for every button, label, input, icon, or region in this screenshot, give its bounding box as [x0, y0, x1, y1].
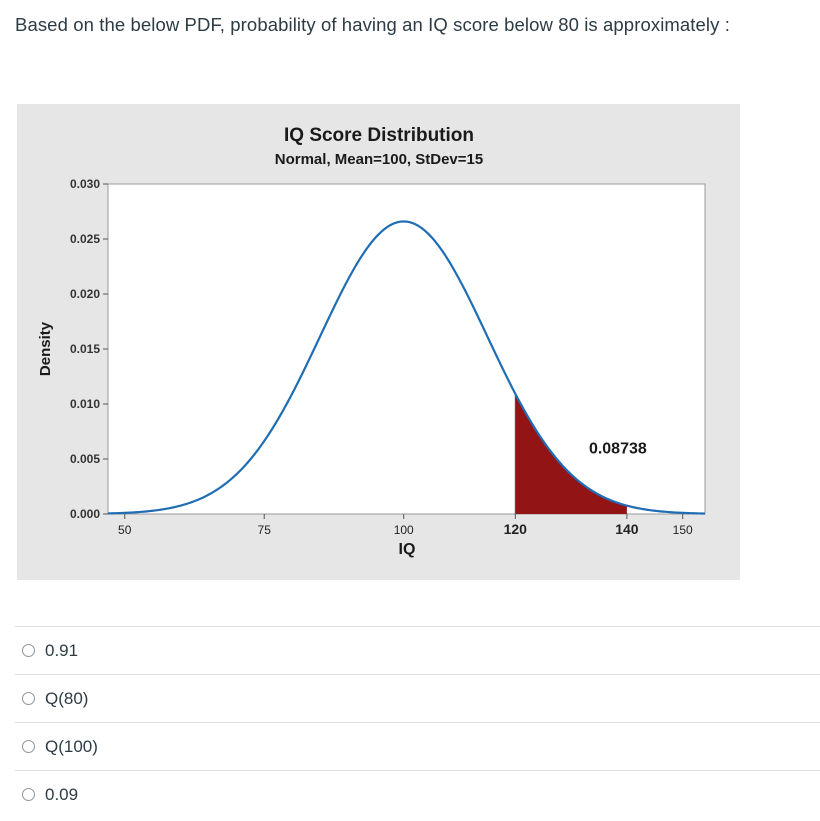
- y-tick-label: 0.030: [70, 177, 100, 191]
- plot-area: [107, 183, 706, 515]
- answer-label: Q(80): [45, 688, 89, 708]
- shaded-tail-area: [515, 393, 627, 514]
- x-tick-label: 75: [258, 523, 272, 537]
- density-curve: [107, 220, 706, 515]
- y-tick-label: 0.005: [70, 452, 100, 466]
- chart-svg: IQ Score Distribution Normal, Mean=100, …: [17, 104, 740, 580]
- x-tick-label: 150: [673, 523, 693, 537]
- chart-title: IQ Score Distribution: [284, 125, 474, 146]
- x-tick-label: 100: [394, 523, 414, 537]
- answer-option-3[interactable]: Q(100): [15, 722, 820, 770]
- answer-option-2[interactable]: Q(80): [15, 674, 820, 722]
- x-axis-label: IQ: [399, 541, 416, 558]
- chart-subtitle: Normal, Mean=100, StDev=15: [275, 151, 483, 168]
- answer-label: 0.09: [45, 784, 79, 804]
- x-tick-label: 140: [615, 521, 639, 537]
- y-axis-label: Density: [37, 321, 54, 376]
- answer-options: 0.91 Q(80) Q(100) 0.09: [15, 626, 820, 818]
- answer-label: 0.91: [45, 640, 79, 660]
- x-tick-label: 120: [504, 521, 528, 537]
- y-tick-label: 0.010: [70, 397, 100, 411]
- shaded-area-value-label: 0.08738: [589, 441, 647, 458]
- x-tick-label: 50: [118, 523, 132, 537]
- radio-button[interactable]: [22, 692, 35, 705]
- answer-option-1[interactable]: 0.91: [15, 626, 820, 674]
- x-axis-ticks: 50 75 100 120 140 150: [118, 514, 693, 537]
- y-tick-label: 0.000: [70, 507, 100, 521]
- y-tick-label: 0.020: [70, 287, 100, 301]
- chart-figure: IQ Score Distribution Normal, Mean=100, …: [17, 104, 740, 580]
- answer-label: Q(100): [45, 736, 98, 756]
- y-tick-label: 0.015: [70, 342, 100, 356]
- radio-button[interactable]: [22, 788, 35, 801]
- question-text: Based on the below PDF, probability of h…: [15, 14, 730, 35]
- y-tick-label: 0.025: [70, 232, 100, 246]
- radio-button[interactable]: [22, 740, 35, 753]
- radio-button[interactable]: [22, 644, 35, 657]
- answer-option-4[interactable]: 0.09: [15, 770, 820, 818]
- y-axis-ticks: 0.000 0.005 0.010 0.015 0.020 0.025 0.030: [70, 177, 108, 521]
